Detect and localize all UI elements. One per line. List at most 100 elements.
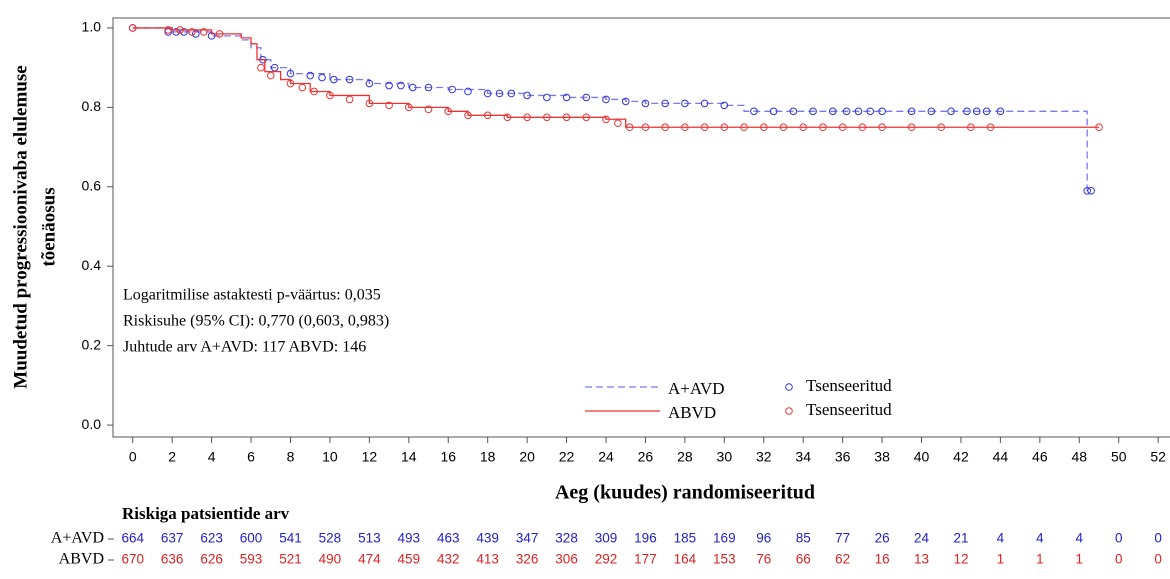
censor-mark — [128, 24, 137, 32]
x-tick-label: 42 — [953, 449, 969, 465]
censor-mark — [907, 107, 916, 116]
x-tick-label: 10 — [322, 449, 338, 465]
at-risk-count: 493 — [398, 531, 421, 546]
censor-mark — [700, 99, 709, 108]
y-tick-label: 0.0 — [82, 416, 102, 432]
at-risk-count: 164 — [674, 552, 697, 567]
censor-mark — [543, 113, 551, 122]
x-tick-label: 4 — [208, 449, 216, 465]
at-risk-count: 12 — [953, 552, 968, 567]
x-tick-label: 38 — [874, 449, 890, 465]
censor-mark — [164, 26, 173, 34]
y-axis-label: Muudetud progressioonivaba elulemuse — [10, 65, 31, 388]
censor-mark — [947, 107, 955, 116]
at-risk-count: 521 — [279, 552, 302, 567]
at-risk-count: 0 — [1115, 531, 1123, 546]
censor-mark — [878, 123, 886, 132]
y-tick-label: 1.0 — [82, 19, 102, 35]
at-risk-count: 1 — [997, 552, 1005, 567]
censor-mark — [700, 123, 709, 132]
at-risk-count: 292 — [595, 552, 618, 567]
censor-mark — [298, 83, 307, 92]
censor-mark — [286, 79, 295, 88]
legend-label: Tsenseeritud — [806, 376, 892, 395]
survival-curve — [132, 27, 1092, 192]
at-risk-count: 62 — [835, 552, 850, 567]
censor-mark — [838, 123, 847, 132]
censor-mark — [621, 97, 630, 106]
at-risk-count: 153 — [713, 552, 736, 567]
censor-mark — [602, 95, 610, 104]
at-risk-count: 4 — [1076, 531, 1084, 546]
x-tick-label: 0 — [129, 449, 137, 465]
at-risk-count: 347 — [516, 531, 539, 546]
annotation: Juhtude arv A+AVD: 117 ABVD: 146 — [123, 339, 366, 356]
censor-mark — [963, 107, 971, 116]
censor-mark — [602, 115, 610, 124]
x-axis-label: Aeg (kuudes) randomiseeritud — [555, 482, 815, 504]
x-tick-label: 32 — [756, 449, 772, 465]
censor-mark — [503, 113, 512, 122]
at-risk-title: Riskiga patsientide arv — [122, 504, 290, 523]
x-tick-label: 40 — [914, 449, 930, 465]
censor-mark — [330, 75, 338, 84]
at-risk-count: 66 — [796, 552, 811, 567]
x-tick-label: 30 — [717, 449, 733, 465]
at-risk-count: 541 — [279, 531, 302, 546]
censor-mark — [779, 123, 788, 132]
censor-mark — [759, 123, 768, 132]
censor-mark — [907, 123, 916, 132]
at-risk-count: 185 — [674, 531, 697, 546]
censor-mark — [582, 113, 591, 122]
censor-mark — [986, 123, 995, 132]
x-tick-label: 20 — [519, 449, 535, 465]
censor-mark — [180, 28, 188, 36]
censor-mark — [562, 113, 571, 122]
censor-mark — [507, 89, 516, 98]
censor-mark — [982, 107, 991, 116]
censor-mark — [385, 101, 393, 110]
censor-mark — [188, 28, 196, 36]
x-tick-label: 34 — [795, 449, 811, 465]
at-risk-count: 177 — [634, 552, 657, 567]
censor-mark — [405, 103, 413, 112]
at-risk-count: 21 — [953, 531, 968, 546]
legend-censor — [785, 383, 793, 391]
at-risk-count: 0 — [1154, 531, 1162, 546]
censor-mark — [1095, 123, 1103, 132]
at-risk-count: 490 — [319, 552, 342, 567]
y-tick-label: 0.8 — [82, 98, 102, 114]
censor-mark — [878, 107, 886, 116]
censor-mark — [523, 91, 531, 100]
x-tick-label: 46 — [1032, 449, 1048, 465]
censor-mark — [326, 91, 334, 100]
y-tick-label: 0.2 — [82, 336, 102, 352]
censor-mark — [543, 93, 551, 102]
censor-mark — [750, 107, 758, 116]
x-tick-label: 28 — [677, 449, 693, 465]
at-risk-count: 670 — [121, 552, 144, 567]
survival-curve — [132, 27, 1100, 128]
legend-label: ABVD — [668, 403, 716, 422]
at-risk-count: 13 — [914, 552, 929, 567]
at-risk-count: 474 — [358, 552, 381, 567]
annotation: Riskisuhe (95% CI): 0,770 (0,603, 0,983) — [123, 313, 389, 330]
risk-row-label: ABVD — [59, 551, 104, 568]
censor-mark — [842, 107, 851, 116]
censor-mark — [967, 123, 975, 132]
censor-mark — [199, 28, 208, 36]
censor-mark — [495, 89, 504, 98]
at-risk-count: 513 — [358, 531, 381, 546]
x-tick-label: 50 — [1111, 449, 1127, 465]
at-risk-count: 664 — [121, 531, 144, 546]
censor-mark — [854, 107, 863, 116]
censor-mark — [789, 107, 798, 116]
censor-mark — [286, 69, 295, 78]
censor-mark — [310, 87, 318, 96]
censor-mark — [661, 123, 669, 132]
censor-mark — [681, 99, 689, 108]
censor-mark — [192, 30, 200, 38]
censor-mark — [720, 101, 729, 110]
y-axis-label: tõenäosus — [38, 187, 59, 266]
